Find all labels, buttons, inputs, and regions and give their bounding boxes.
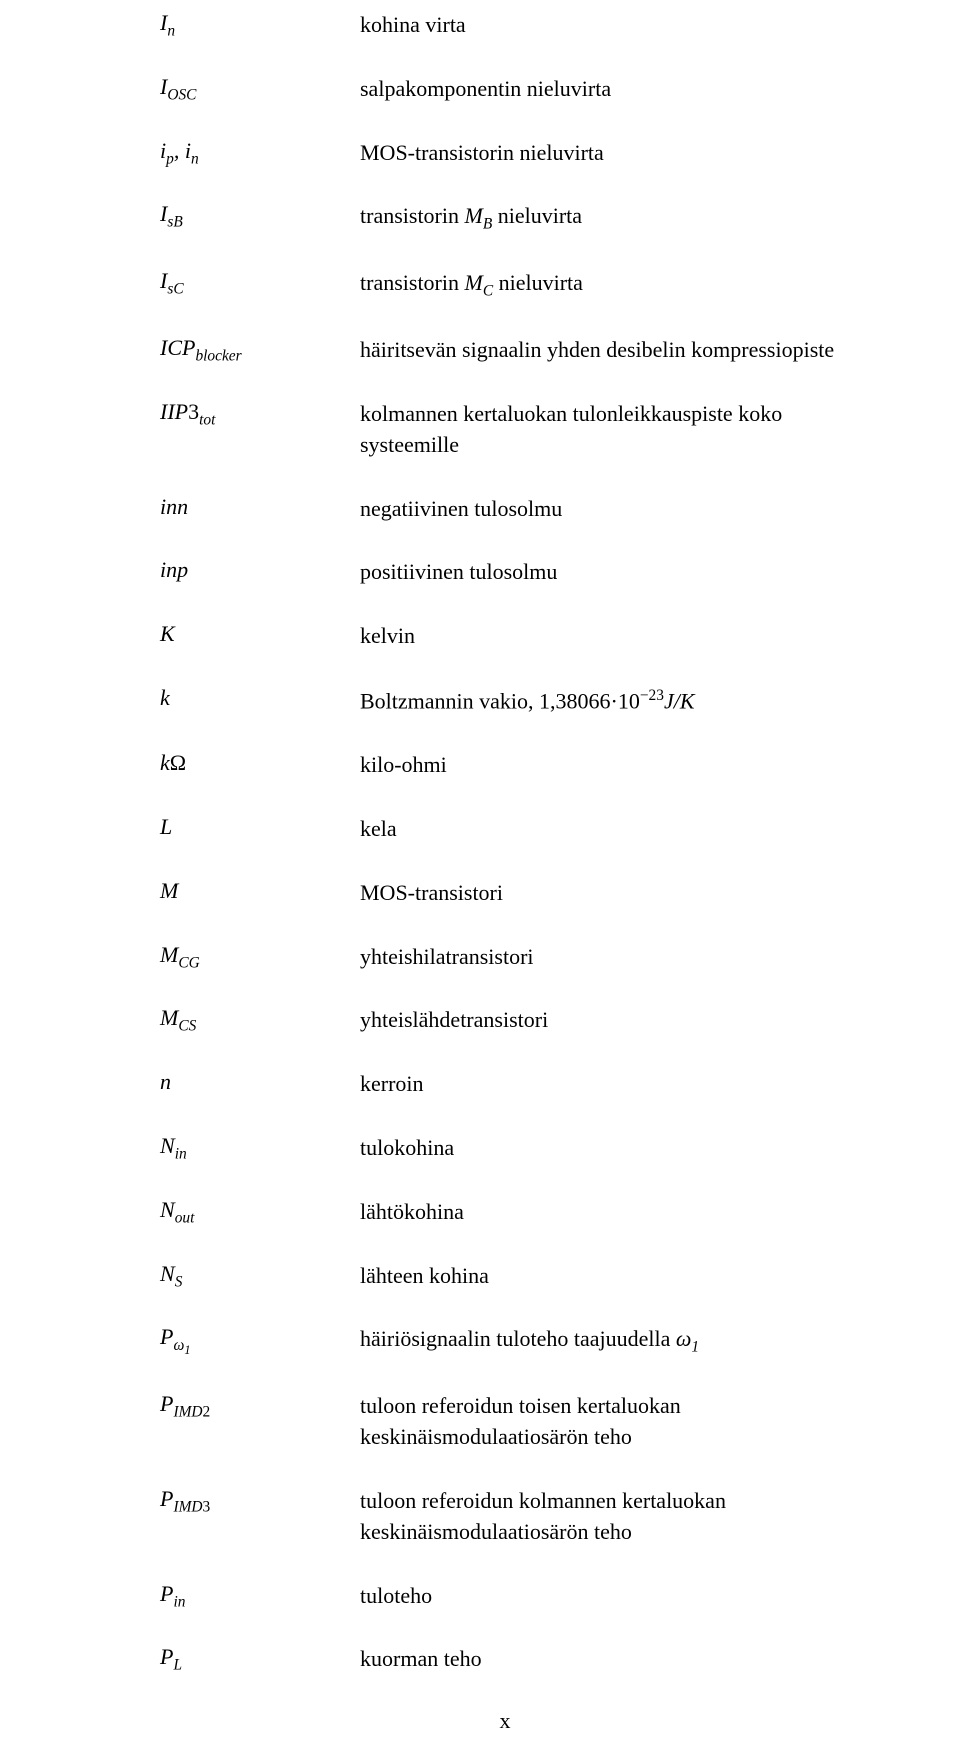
definition: kohina virta (360, 10, 850, 41)
definition-row: Pintuloteho (160, 1581, 850, 1612)
definition: negatiivinen tulosolmu (360, 494, 850, 525)
definition-row: ICPblockerhäiritsevän signaalin yhden de… (160, 335, 850, 366)
definition-row: kBoltzmannin vakio, 1,38066·10−23J/K (160, 685, 850, 717)
definition-row: Lkela (160, 814, 850, 845)
definition-row: Nintulokohina (160, 1133, 850, 1164)
symbol: MCS (160, 1005, 360, 1035)
definition: salpakomponentin nieluvirta (360, 74, 850, 105)
symbol: PIMD3 (160, 1486, 360, 1516)
symbol: Nout (160, 1197, 360, 1227)
definition-row: Inkohina virta (160, 10, 850, 41)
definition: tuloon referoidun kolmannen kertaluokan … (360, 1486, 850, 1548)
definition-row: PIMD2tuloon referoidun toisen kertaluoka… (160, 1391, 850, 1453)
definition-row: inppositiivinen tulosolmu (160, 557, 850, 588)
page-number: x (160, 1708, 850, 1734)
definition: tuloteho (360, 1581, 850, 1612)
definition: yhteishilatransistori (360, 942, 850, 973)
definition: yhteislähdetransistori (360, 1005, 850, 1036)
definition: kilo-ohmi (360, 750, 850, 781)
definition-row: MMOS-transistori (160, 878, 850, 909)
definition-row: IsCtransistorin MC nieluvirta (160, 268, 850, 302)
symbol: inn (160, 494, 360, 520)
definition: transistorin MB nieluvirta (360, 201, 850, 235)
definition: Boltzmannin vakio, 1,38066·10−23J/K (360, 685, 850, 717)
definition-row: IsBtransistorin MB nieluvirta (160, 201, 850, 235)
definition: tuloon referoidun toisen kertaluokan kes… (360, 1391, 850, 1453)
symbol: kΩ (160, 750, 360, 776)
definition-row: Noutlähtökohina (160, 1197, 850, 1228)
definition-row: nkerroin (160, 1069, 850, 1100)
definition-row: Kkelvin (160, 621, 850, 652)
definition-row: innnegatiivinen tulosolmu (160, 494, 850, 525)
symbol: n (160, 1069, 360, 1095)
symbol: Pω1 (160, 1324, 360, 1357)
definition: häiriösignaalin tuloteho taajuudella ω1 (360, 1324, 850, 1358)
symbol: ip, in (160, 138, 360, 168)
definition-row: Pω1häiriösignaalin tuloteho taajuudella … (160, 1324, 850, 1358)
symbol: MCG (160, 942, 360, 972)
symbol: IIP3tot (160, 399, 360, 429)
definition: kelvin (360, 621, 850, 652)
symbol: inp (160, 557, 360, 583)
definition-row: MCGyhteishilatransistori (160, 942, 850, 973)
symbol: IOSC (160, 74, 360, 104)
definition: positiivinen tulosolmu (360, 557, 850, 588)
symbol: M (160, 878, 360, 904)
definition: MOS-transistorin nieluvirta (360, 138, 850, 169)
definition-row: kΩkilo-ohmi (160, 750, 850, 781)
definition: lähtökohina (360, 1197, 850, 1228)
definition-row: IOSCsalpakomponentin nieluvirta (160, 74, 850, 105)
definition: häiritsevän signaalin yhden desibelin ko… (360, 335, 850, 366)
definition: kela (360, 814, 850, 845)
definition: MOS-transistori (360, 878, 850, 909)
symbol: K (160, 621, 360, 647)
definition-row: NSlähteen kohina (160, 1261, 850, 1292)
symbol: L (160, 814, 360, 840)
page: Inkohina virta IOSCsalpakomponentin nielu… (0, 0, 960, 1764)
definition-row: ip, inMOS-transistorin nieluvirta (160, 138, 850, 169)
definition-row: PLkuorman teho (160, 1644, 850, 1675)
symbol: ICPblocker (160, 335, 360, 365)
symbol: k (160, 685, 360, 711)
definition-row: PIMD3tuloon referoidun kolmannen kertalu… (160, 1486, 850, 1548)
definition-row: MCSyhteislähdetransistori (160, 1005, 850, 1036)
symbol: PL (160, 1644, 360, 1674)
symbol: PIMD2 (160, 1391, 360, 1421)
symbol: IsC (160, 268, 360, 298)
symbol: In (160, 10, 360, 40)
definition-list: Inkohina virta IOSCsalpakomponentin nielu… (160, 10, 850, 1675)
symbol: NS (160, 1261, 360, 1291)
symbol: Pin (160, 1581, 360, 1611)
symbol: Nin (160, 1133, 360, 1163)
definition: kolmannen kertaluokan tulonleikkauspiste… (360, 399, 850, 461)
definition-row: IIP3totkolmannen kertaluokan tulonleikka… (160, 399, 850, 461)
definition: kerroin (360, 1069, 850, 1100)
definition: kuorman teho (360, 1644, 850, 1675)
definition: tulokohina (360, 1133, 850, 1164)
definition: lähteen kohina (360, 1261, 850, 1292)
definition: transistorin MC nieluvirta (360, 268, 850, 302)
symbol: IsB (160, 201, 360, 231)
